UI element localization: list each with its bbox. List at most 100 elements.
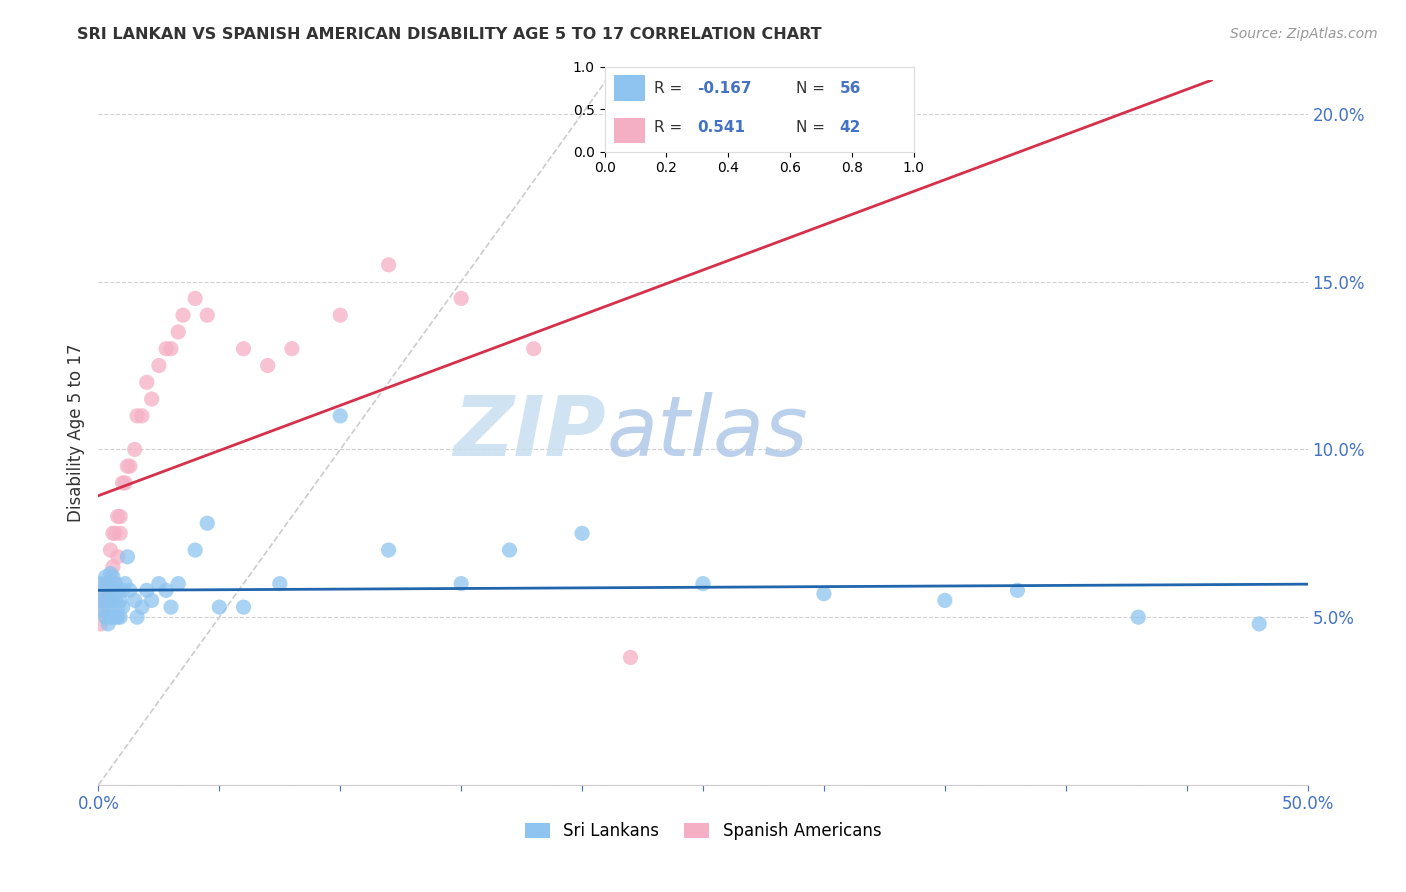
Text: 42: 42 [839,120,860,136]
Point [118,583,141,598]
Point [124,593,146,607]
Point [118,459,141,474]
Point [127,610,149,624]
Point [692,576,714,591]
Text: 0.541: 0.541 [697,120,745,136]
Point [101,570,124,584]
Point [131,600,153,615]
Point [124,442,146,457]
Point [97,593,120,607]
Point [97,600,120,615]
Point [91,603,114,617]
Point [107,549,129,564]
Point [91,603,114,617]
Point [934,593,956,607]
Point [101,583,124,598]
Point [117,549,139,564]
Point [100,583,122,598]
Y-axis label: Disability Age 5 to 17: Disability Age 5 to 17 [66,343,84,522]
Bar [614,75,645,101]
Point [232,600,254,615]
Point [127,409,149,423]
Point [619,650,641,665]
Text: SRI LANKAN VS SPANISH AMERICAN DISABILITY AGE 5 TO 17 CORRELATION CHART: SRI LANKAN VS SPANISH AMERICAN DISABILIT… [77,27,823,42]
Point [111,600,134,615]
Text: R =: R = [654,120,688,136]
Point [172,308,194,322]
Point [100,610,122,624]
Point [155,583,177,598]
Point [108,593,131,607]
Text: ZIP: ZIP [454,392,606,473]
Point [208,600,231,615]
Point [377,543,399,558]
Point [148,359,170,373]
Point [104,610,127,624]
Point [498,543,520,558]
Point [100,593,122,607]
Point [94,610,117,624]
Text: atlas: atlas [606,392,808,473]
Point [90,576,112,591]
Text: -0.167: -0.167 [697,80,752,95]
Point [97,616,120,631]
Point [1249,616,1271,631]
Point [107,583,129,598]
Point [94,576,117,591]
Point [256,359,278,373]
Point [450,292,472,306]
Text: 56: 56 [839,80,860,95]
Point [104,526,127,541]
Point [117,459,139,474]
Point [269,576,291,591]
Point [571,526,593,541]
Point [329,308,352,322]
Point [184,543,207,558]
Point [108,610,131,624]
Point [523,342,546,356]
Text: Source: ZipAtlas.com: Source: ZipAtlas.com [1230,27,1378,41]
Point [1007,583,1029,598]
Text: N =: N = [796,80,830,95]
Point [101,526,124,541]
Point [101,610,124,624]
Point [167,576,190,591]
Point [90,593,112,607]
Point [94,593,117,607]
Point [148,576,170,591]
Point [135,376,157,390]
Point [91,583,114,598]
Point [155,342,177,356]
Point [90,616,112,631]
Point [114,576,136,591]
Point [184,292,207,306]
Point [232,342,254,356]
Point [1128,610,1150,624]
Text: N =: N = [796,120,830,136]
Point [141,593,163,607]
Point [167,325,190,339]
Point [135,583,157,598]
Point [100,543,122,558]
Point [91,583,114,598]
Point [114,475,136,490]
Point [104,576,127,591]
Point [450,576,472,591]
Point [107,509,129,524]
Point [101,559,124,574]
Point [107,610,129,624]
Point [104,593,127,607]
Point [377,258,399,272]
Point [141,392,163,406]
Point [100,566,122,581]
Point [108,509,131,524]
Point [329,409,352,423]
Point [108,526,131,541]
Point [94,593,117,607]
Point [104,576,127,591]
Point [111,583,134,598]
Point [160,342,183,356]
Point [101,593,124,607]
Point [281,342,304,356]
Point [813,587,835,601]
